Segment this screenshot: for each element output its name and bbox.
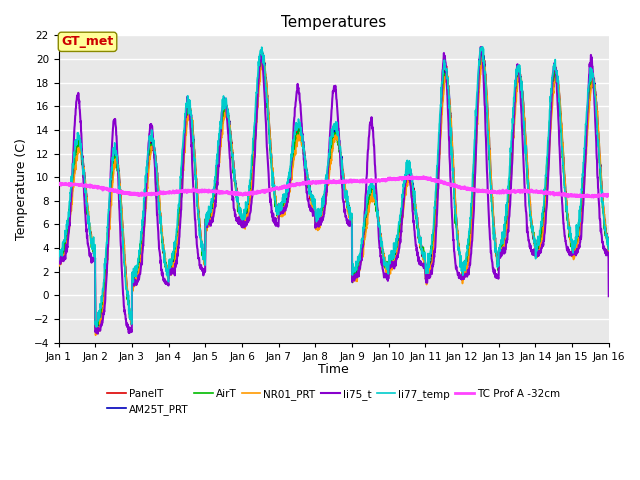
AirT — [494, 259, 502, 264]
PanelT — [605, 253, 612, 259]
TC Prof A -32cm — [349, 178, 357, 184]
NR01_PRT — [209, 212, 216, 218]
li75_t — [362, 192, 369, 197]
li77_temp — [557, 121, 564, 127]
li75_t — [94, 331, 102, 336]
Line: AirT: AirT — [59, 56, 609, 329]
AM25T_PRT — [557, 111, 564, 117]
Y-axis label: Temperature (C): Temperature (C) — [15, 138, 28, 240]
NR01_PRT — [572, 249, 580, 255]
li77_temp — [362, 211, 370, 216]
AirT — [478, 53, 486, 59]
li77_temp — [92, 324, 100, 330]
Line: PanelT: PanelT — [59, 49, 609, 329]
NR01_PRT — [92, 333, 99, 338]
li77_temp — [494, 260, 502, 265]
PanelT — [209, 200, 216, 206]
TC Prof A -32cm — [362, 180, 369, 185]
NR01_PRT — [479, 54, 486, 60]
li77_temp — [350, 267, 358, 273]
PanelT — [362, 225, 369, 230]
Text: GT_met: GT_met — [61, 36, 114, 48]
AM25T_PRT — [605, 253, 612, 259]
li75_t — [477, 44, 484, 50]
NR01_PRT — [362, 230, 369, 236]
AirT — [350, 271, 358, 276]
AirT — [362, 216, 369, 222]
li75_t — [494, 275, 502, 281]
TC Prof A -32cm — [208, 189, 216, 195]
NR01_PRT — [350, 276, 358, 282]
TC Prof A -32cm — [557, 192, 564, 198]
AirT — [557, 120, 564, 126]
NR01_PRT — [605, 255, 612, 261]
AM25T_PRT — [479, 51, 486, 57]
AirT — [572, 239, 580, 245]
Line: AM25T_PRT: AM25T_PRT — [59, 54, 609, 332]
TC Prof A -32cm — [605, 192, 612, 197]
Line: TC Prof A -32cm: TC Prof A -32cm — [59, 177, 609, 197]
PanelT — [478, 47, 486, 52]
TC Prof A -32cm — [55, 181, 63, 187]
Legend: PanelT, AM25T_PRT, AirT, NR01_PRT, li75_t, li77_temp, TC Prof A -32cm: PanelT, AM25T_PRT, AirT, NR01_PRT, li75_… — [103, 384, 564, 419]
NR01_PRT — [557, 107, 564, 112]
li75_t — [55, 257, 63, 263]
Title: Temperatures: Temperatures — [281, 15, 387, 30]
Line: NR01_PRT: NR01_PRT — [59, 57, 609, 336]
AM25T_PRT — [55, 257, 63, 263]
PanelT — [572, 242, 580, 248]
AirT — [209, 200, 216, 206]
X-axis label: Time: Time — [318, 363, 349, 376]
li77_temp — [258, 44, 266, 50]
AM25T_PRT — [362, 224, 369, 229]
Line: li75_t: li75_t — [59, 47, 609, 334]
PanelT — [55, 258, 63, 264]
li75_t — [557, 171, 564, 177]
TC Prof A -32cm — [589, 194, 597, 200]
AirT — [55, 254, 63, 260]
PanelT — [350, 275, 358, 280]
AirT — [93, 326, 101, 332]
AM25T_PRT — [92, 329, 99, 335]
AirT — [605, 249, 612, 255]
li77_temp — [572, 241, 580, 247]
li75_t — [209, 215, 216, 221]
NR01_PRT — [55, 261, 63, 267]
Line: li77_temp: li77_temp — [59, 47, 609, 327]
PanelT — [93, 326, 101, 332]
li75_t — [350, 276, 358, 282]
li75_t — [572, 252, 580, 258]
AM25T_PRT — [572, 248, 580, 254]
PanelT — [557, 111, 564, 117]
NR01_PRT — [494, 261, 502, 266]
TC Prof A -32cm — [494, 189, 502, 195]
AM25T_PRT — [494, 260, 502, 265]
li77_temp — [209, 198, 216, 204]
AM25T_PRT — [350, 277, 358, 283]
PanelT — [494, 262, 502, 268]
li77_temp — [605, 247, 612, 252]
li75_t — [605, 293, 612, 299]
TC Prof A -32cm — [572, 193, 579, 199]
AM25T_PRT — [209, 208, 216, 214]
TC Prof A -32cm — [404, 174, 412, 180]
li77_temp — [55, 257, 63, 263]
